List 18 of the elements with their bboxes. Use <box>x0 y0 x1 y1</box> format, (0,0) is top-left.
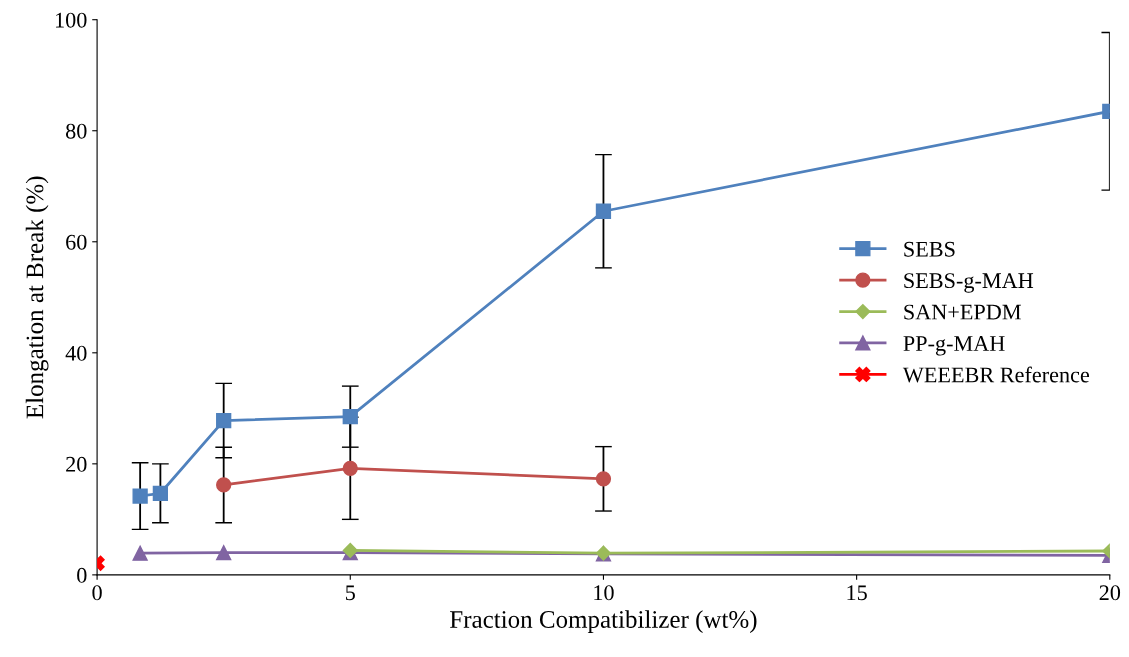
x-tick-label: 10 <box>594 585 614 601</box>
legend-label: PP-g-MAH <box>903 336 1005 356</box>
legend-label: SEBS-g-MAH <box>904 273 1034 293</box>
y-tick-label: 60 <box>66 234 87 250</box>
legend-label: WEEEBR Reference <box>902 366 1090 383</box>
y-tick-label: 80 <box>66 123 87 139</box>
y-tick-label: 100 <box>55 12 87 28</box>
x-tick-label: 0 <box>92 585 102 601</box>
legend-label: SEBS <box>904 241 955 257</box>
y-axis-title: Elongation at Break (%) <box>25 176 49 419</box>
x-tick-label: 5 <box>346 585 355 601</box>
x-axis-title: Fraction Compatibilizer (wt%) <box>450 610 757 633</box>
x-tick-label: 20 <box>1099 585 1121 601</box>
x-tick-label: 15 <box>847 585 867 601</box>
y-tick-label: 40 <box>65 345 87 361</box>
legend-label: SAN+EPDM <box>904 304 1021 320</box>
y-tick-label: 20 <box>66 456 87 472</box>
y-tick-label: 0 <box>77 567 87 583</box>
